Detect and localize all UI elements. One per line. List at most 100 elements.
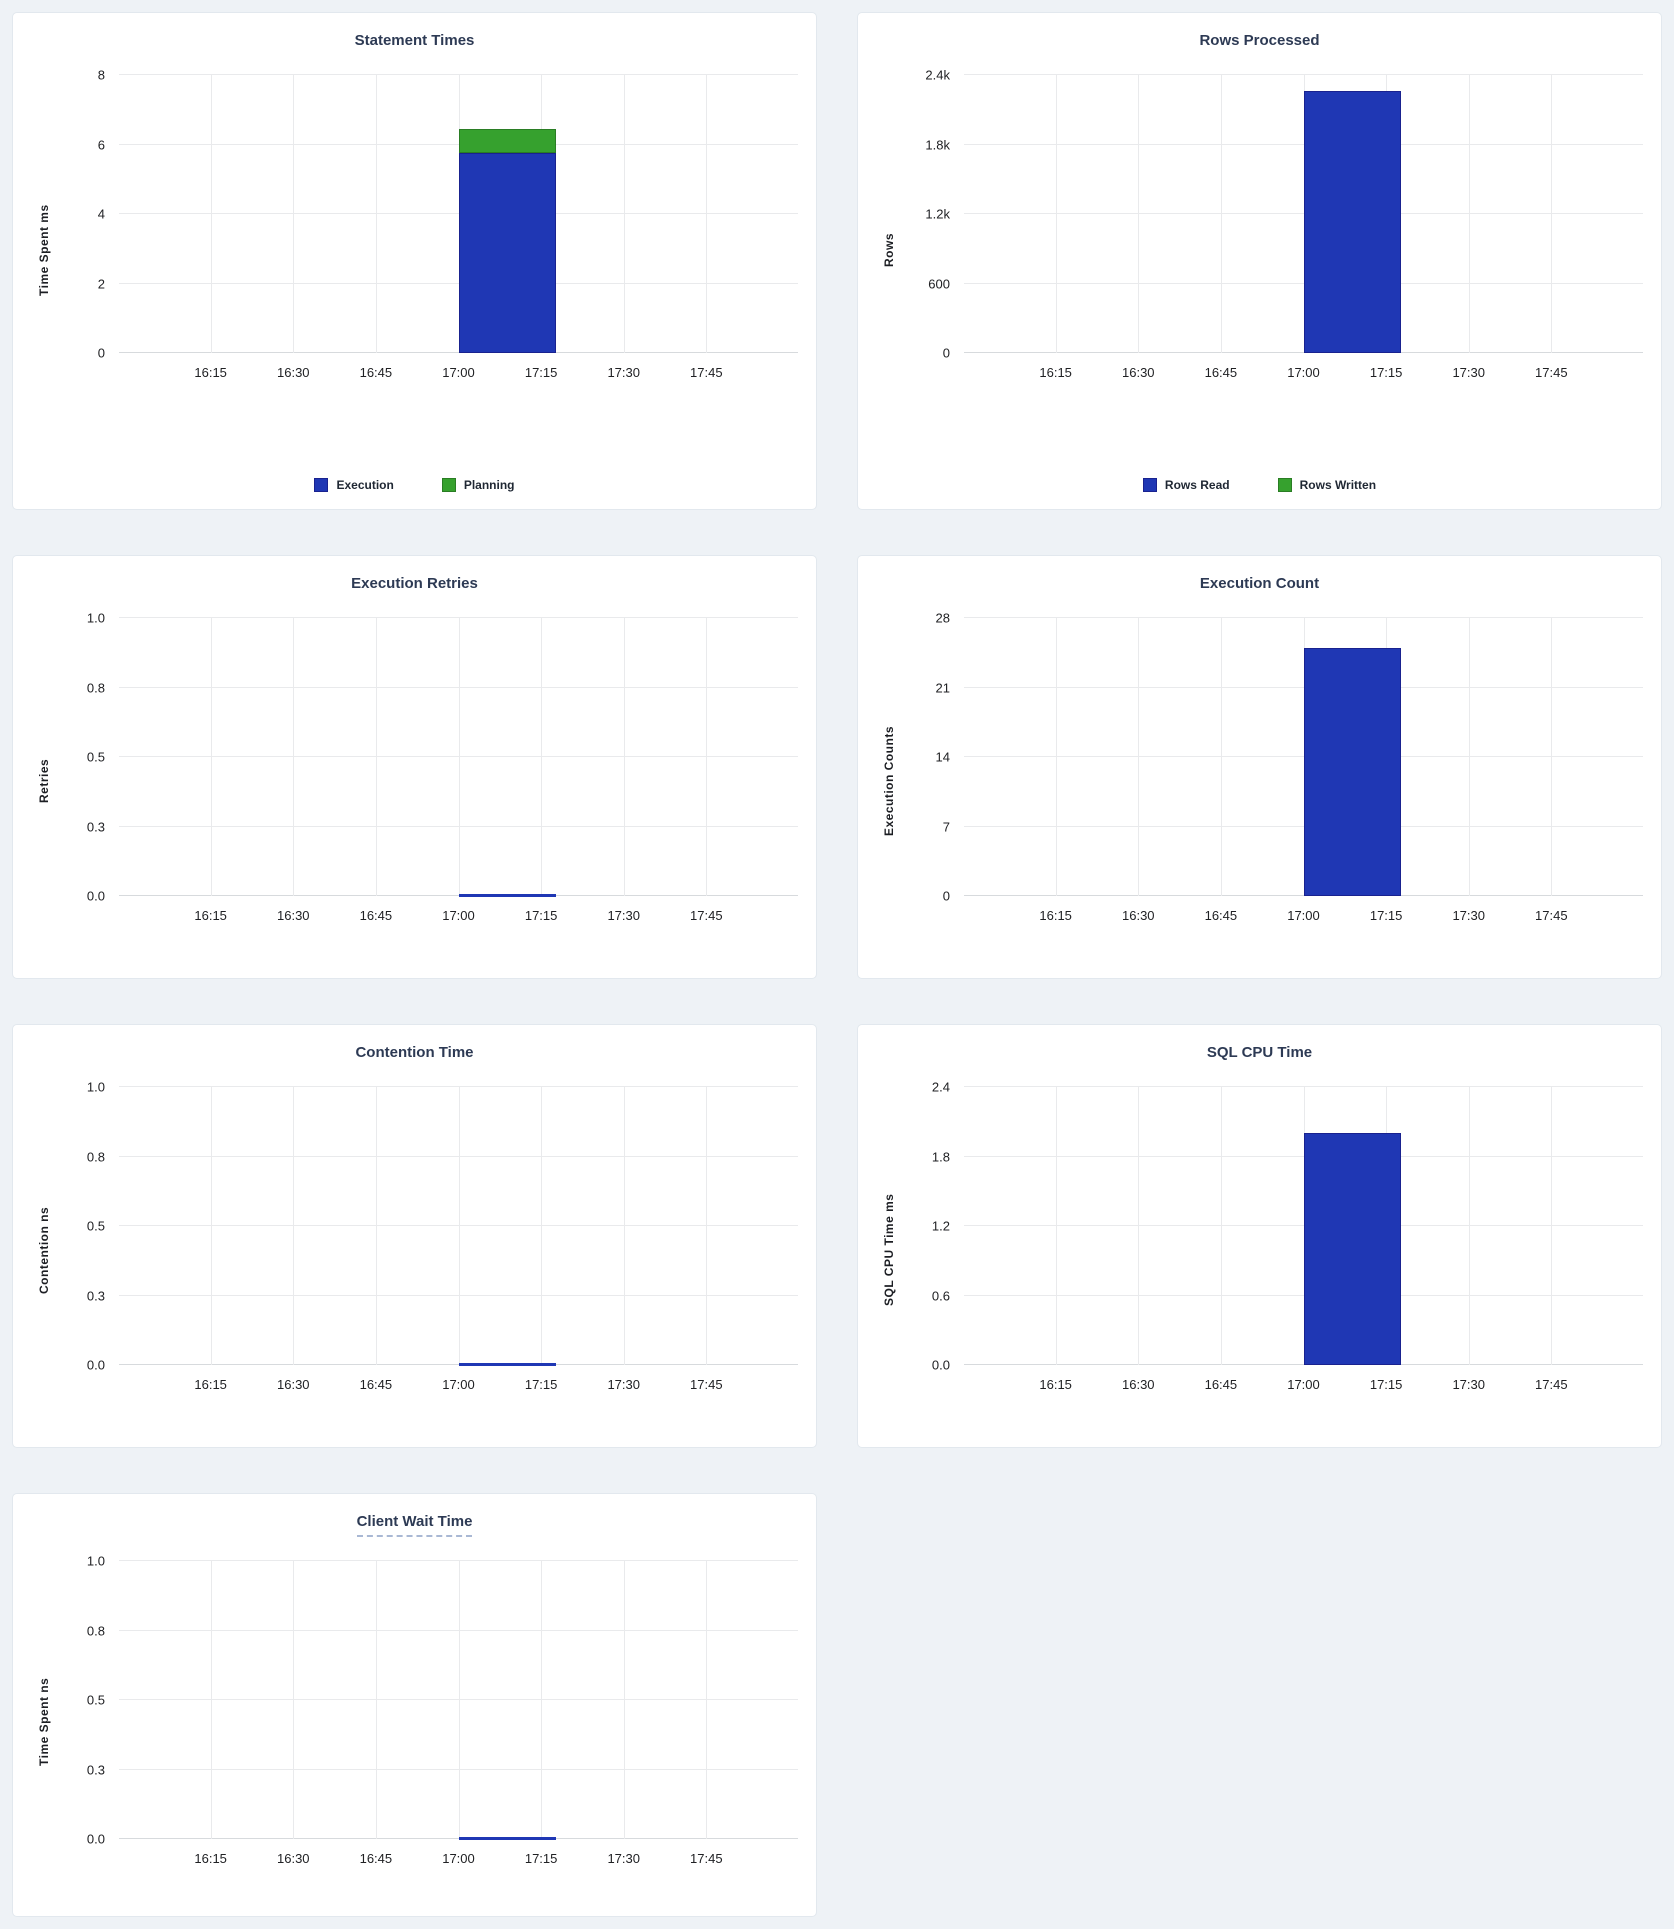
y-tick-label: 0 (942, 888, 950, 904)
chart-panel-statement-times: Statement Times Time Spent ms 0 2 4 6 8 16:1… (12, 12, 817, 510)
y-tick-label: 0.3 (86, 1762, 105, 1777)
v-gridline (210, 75, 212, 353)
v-gridline (458, 618, 460, 896)
v-gridline (1055, 1087, 1057, 1365)
y-tick-label: 0.0 (931, 1357, 950, 1373)
h-gridline (119, 1560, 798, 1561)
x-tick-label: 16:30 (1121, 908, 1155, 923)
v-gridline (1138, 75, 1140, 353)
x-tick-label: 17:15 (524, 1377, 558, 1392)
chart-plot: 0 2 4 6 8 (98, 68, 798, 361)
chart-plot: 0.0 0.3 0.5 0.8 1.0 (87, 1080, 798, 1373)
y-tick-label: 1.8k (925, 137, 950, 152)
h-gridline (119, 1086, 798, 1087)
plot-column: 0.0 0.3 0.5 0.8 1.0 16:15 16:30 16:45 17:00 17:1… (57, 611, 798, 964)
y-axis-label: Time Spent ns (37, 1677, 51, 1766)
y-tick-label: 0.8 (86, 1149, 105, 1164)
y-tick-label: 0.5 (86, 1692, 105, 1708)
v-gridline (706, 75, 708, 353)
x-tick-label: 17:30 (607, 1377, 640, 1392)
h-gridline (964, 1086, 1643, 1087)
plot-column: 0 600 1.2k 1.8k 2.4k 16:15 16:30 16:45 17:00 17:… (902, 68, 1643, 445)
bar (1303, 91, 1401, 353)
x-tick-label: 17:00 (1287, 365, 1320, 380)
x-tick-label: 17:30 (607, 1851, 640, 1866)
h-gridline (119, 74, 798, 75)
y-tick-label: 0.3 (86, 1288, 105, 1303)
y-tick-label: 2.4 (931, 1079, 950, 1095)
y-tick-label: 1.0 (86, 1079, 105, 1095)
legend-swatch-green (1277, 478, 1292, 492)
y-tick-label: 0.5 (86, 749, 105, 765)
x-tick-label: 16:15 (194, 1377, 227, 1392)
y-tick-label: 0.8 (86, 1623, 105, 1638)
chart-plot: 0.0 0.6 1.2 1.8 2.4 (932, 1080, 1643, 1373)
x-tick-label: 16:45 (359, 1851, 393, 1866)
legend-label: Execution (336, 478, 394, 492)
chart-title: Contention Time (355, 1044, 474, 1061)
x-axis-ticks: 16:15 16:30 16:45 17:00 17:15 17:30 17:45 (964, 1365, 1643, 1399)
x-tick-label: 17:45 (1535, 908, 1568, 923)
y-tick-label: 6 (97, 137, 105, 152)
v-gridline (623, 1087, 625, 1365)
v-gridline (1468, 618, 1470, 896)
x-tick-label: 17:15 (1369, 908, 1403, 923)
legend-label: Rows Read (1164, 478, 1230, 492)
x-tick-label: 17:15 (1369, 365, 1403, 380)
chart-plot: 0.0 0.3 0.5 0.8 1.0 (87, 611, 798, 904)
chart-body: Contention ns 0.0 0.3 0.5 0.8 1.0 16:15 16:30… (31, 1080, 798, 1433)
v-gridline (623, 618, 625, 896)
v-gridline (458, 1087, 460, 1365)
v-gridline (293, 1561, 295, 1839)
v-gridline (375, 75, 377, 353)
legend-item: Rows Read (1142, 478, 1230, 492)
x-tick-label: 17:00 (1287, 1377, 1320, 1392)
x-tick-label: 16:45 (359, 1377, 393, 1392)
v-gridline (375, 618, 377, 896)
v-gridline (210, 618, 212, 896)
chart-legend: Execution Planning (31, 475, 798, 495)
y-tick-label: 4 (97, 206, 105, 222)
y-tick-label: 2 (97, 276, 105, 291)
h-gridline (964, 617, 1643, 618)
v-gridline (1138, 1087, 1140, 1365)
v-gridline (1468, 1087, 1470, 1365)
v-gridline (375, 1087, 377, 1365)
x-tick-label: 16:30 (1121, 365, 1155, 380)
x-tick-label: 17:00 (442, 908, 475, 923)
x-tick-label: 16:45 (359, 365, 393, 380)
y-tick-label: 1.2 (931, 1218, 950, 1234)
bar (1303, 647, 1401, 896)
v-gridline (706, 1561, 708, 1839)
x-tick-label: 16:45 (1204, 1377, 1238, 1392)
chart-panel-client-wait-time: Client Wait Time Time Spent ns 0.0 0.3 0.5… (12, 1493, 817, 1917)
x-tick-label: 16:15 (1039, 908, 1072, 923)
bar-segment-planning (458, 128, 556, 154)
chart-body: Rows 0 600 1.2k 1.8k 2.4k 16:15 16:30 16:45 17:… (876, 68, 1643, 445)
chart-panel-execution-count: Execution Count Execution Counts 0 7 14 21 2… (857, 555, 1662, 979)
x-tick-label: 17:00 (442, 1377, 475, 1392)
y-axis-label: Rows (882, 233, 896, 268)
chart-body: Execution Counts 0 7 14 21 28 16:15 16:30 16:4… (876, 611, 1643, 964)
x-tick-label: 17:15 (524, 1851, 558, 1866)
chart-plot: 0 7 14 21 28 (936, 611, 1643, 904)
legend-item: Execution (314, 478, 394, 492)
chart-title[interactable]: Client Wait Time (356, 1512, 473, 1537)
x-tick-label: 17:15 (1369, 1377, 1403, 1392)
zero-value-bar (458, 1837, 556, 1840)
chart-panel-execution-retries: Execution Retries Retries 0.0 0.3 0.5 0.8 1.… (12, 555, 817, 979)
v-gridline (293, 1087, 295, 1365)
y-axis-label: Execution Counts (882, 726, 896, 837)
x-tick-label: 17:30 (1452, 1377, 1485, 1392)
legend-swatch-green (441, 478, 456, 492)
y-tick-label: 0.8 (86, 680, 105, 695)
y-tick-label: 0 (97, 345, 105, 361)
bar-segment-execution (458, 153, 556, 353)
v-gridline (1551, 1087, 1553, 1365)
chart-body: Retries 0.0 0.3 0.5 0.8 1.0 16:15 16:30 16:45 1… (31, 611, 798, 964)
v-gridline (623, 75, 625, 353)
chart-body: SQL CPU Time ms 0.0 0.6 1.2 1.8 2.4 16:15 16:… (876, 1080, 1643, 1433)
x-tick-label: 16:15 (1039, 365, 1072, 380)
x-tick-label: 17:45 (690, 1851, 723, 1866)
